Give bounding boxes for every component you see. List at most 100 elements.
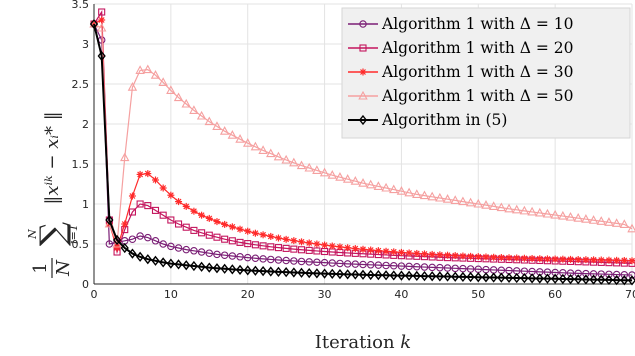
data-point	[97, 50, 106, 62]
star-stroke	[306, 240, 313, 246]
data-point	[144, 233, 152, 242]
data-point	[520, 273, 529, 284]
data-point	[497, 272, 506, 283]
data-point	[328, 259, 337, 267]
star-stroke	[475, 253, 482, 260]
data-point	[558, 273, 567, 285]
data-point	[504, 272, 514, 283]
data-point	[98, 8, 106, 16]
legend-label: Algorithm 1 with Δ = 30	[381, 63, 574, 81]
star-stroke	[613, 257, 620, 264]
data-point	[251, 229, 259, 237]
data-point	[420, 250, 428, 258]
data-point	[128, 208, 136, 216]
x-tick-label: 50	[471, 288, 485, 301]
data-point	[205, 231, 213, 239]
data-point	[381, 182, 391, 192]
data-point	[420, 270, 429, 282]
data-point	[513, 254, 521, 262]
data-point	[173, 92, 184, 102]
x-tick-label: 20	[241, 288, 255, 301]
data-point	[405, 270, 414, 281]
data-point	[574, 274, 583, 285]
data-point	[551, 273, 560, 284]
data-point	[359, 44, 367, 52]
data-point	[319, 167, 330, 177]
data-point	[589, 274, 598, 285]
data-point	[573, 213, 583, 222]
data-point	[190, 226, 198, 234]
data-point	[504, 203, 514, 213]
star-stroke	[290, 237, 297, 244]
star-stroke	[567, 256, 574, 263]
data-point	[512, 272, 521, 284]
data-point	[327, 170, 337, 179]
y-tick-label: 0.5	[72, 238, 90, 251]
star-stroke	[98, 17, 105, 23]
legend-box	[341, 7, 631, 139]
star-stroke	[260, 231, 267, 238]
star-stroke	[513, 255, 520, 261]
data-point	[158, 77, 168, 86]
star-stroke	[129, 193, 136, 199]
data-point	[611, 218, 622, 227]
data-point	[505, 254, 513, 262]
data-point	[251, 241, 259, 249]
star-stroke	[529, 255, 536, 262]
data-point	[444, 251, 452, 259]
y-tick-label: 3.5	[72, 0, 90, 11]
data-point	[559, 255, 567, 263]
data-point	[189, 105, 199, 114]
data-point	[565, 211, 576, 221]
data-point	[267, 243, 275, 251]
data-point	[413, 249, 421, 257]
data-point	[451, 264, 459, 273]
data-point	[167, 242, 175, 251]
data-point	[175, 198, 183, 206]
data-point	[381, 270, 391, 281]
data-point	[351, 260, 360, 268]
data-point	[182, 223, 190, 231]
star-stroke	[144, 170, 151, 177]
data-point	[374, 247, 382, 255]
y-label-denominator: N	[53, 259, 74, 277]
data-point	[190, 247, 198, 255]
star-stroke	[313, 241, 320, 247]
data-point	[535, 273, 544, 284]
data-point	[182, 260, 191, 271]
legend: Algorithm 1 with Δ = 10 Algorithm 1 with …	[341, 7, 631, 139]
data-point	[574, 256, 582, 264]
data-point	[197, 248, 206, 256]
data-point	[313, 247, 321, 255]
data-point	[358, 90, 368, 100]
data-point	[289, 267, 298, 278]
data-point	[373, 181, 384, 190]
data-point	[305, 258, 313, 266]
data-point	[297, 257, 306, 266]
star-stroke	[383, 248, 389, 255]
y-tick-label: 1.5	[72, 158, 90, 171]
data-point	[174, 244, 183, 252]
data-point	[267, 255, 275, 264]
data-point	[228, 237, 236, 245]
data-point	[266, 266, 275, 277]
x-tick-label: 60	[548, 288, 562, 301]
data-point	[604, 217, 614, 226]
data-point	[159, 240, 167, 248]
data-point	[190, 207, 198, 215]
data-point	[536, 255, 544, 263]
data-point	[336, 243, 344, 251]
data-point	[351, 269, 360, 280]
x-axis-label: Iteration k	[315, 332, 411, 353]
data-point	[273, 151, 284, 161]
data-point	[182, 245, 190, 254]
data-point	[374, 261, 383, 269]
data-point	[574, 269, 582, 278]
data-point	[596, 216, 606, 225]
data-point	[389, 184, 399, 194]
data-point	[151, 176, 159, 184]
data-point	[274, 256, 283, 264]
star-stroke	[329, 243, 336, 249]
data-point	[228, 264, 237, 275]
